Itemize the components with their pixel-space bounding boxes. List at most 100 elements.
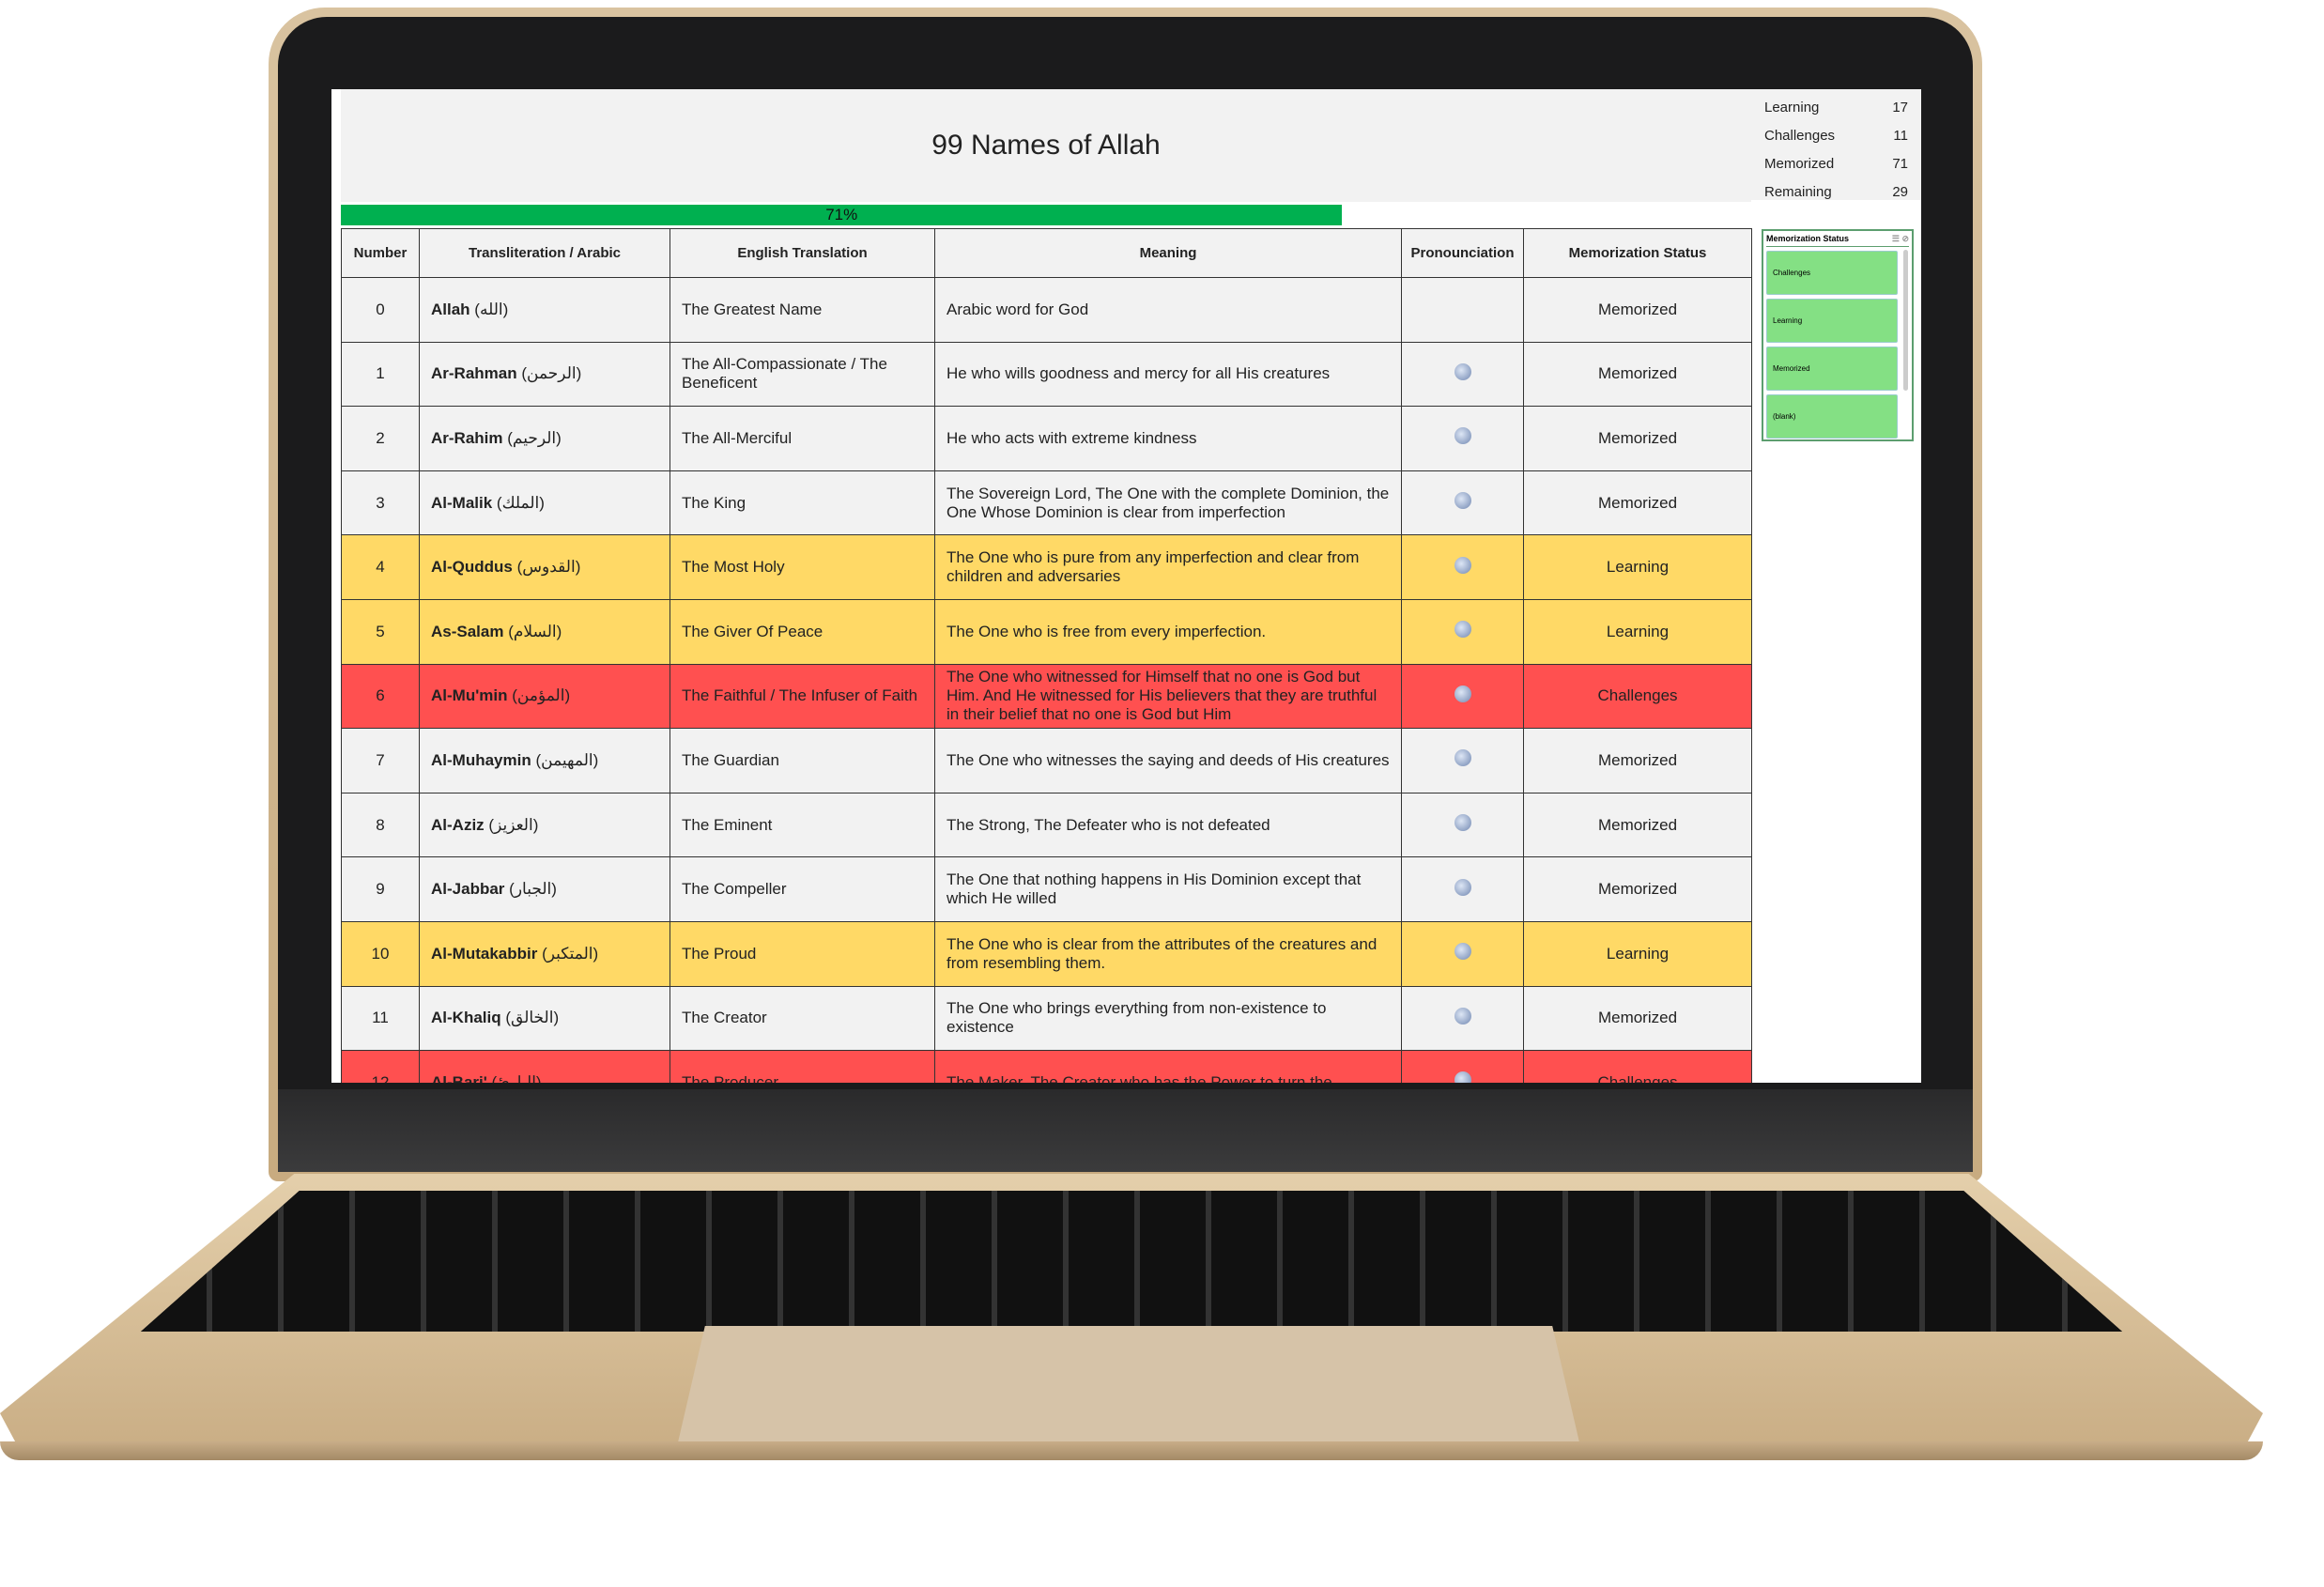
cell-pronounciation[interactable] <box>1401 856 1524 922</box>
cell-english[interactable]: The Greatest Name <box>669 277 935 343</box>
cell-english[interactable]: The Proud <box>669 920 935 987</box>
cell-number[interactable]: 9 <box>341 856 420 922</box>
cell-status[interactable]: Memorized <box>1523 792 1752 858</box>
cell-number[interactable]: 2 <box>341 406 420 471</box>
cell-pronounciation[interactable] <box>1401 728 1524 794</box>
cell-transliteration[interactable]: Al-Bari' (البارئ) <box>419 1050 670 1083</box>
cell-english[interactable]: The Faithful / The Infuser of Faith <box>669 663 935 730</box>
multiselect-and-clear-filter-icons[interactable]: ☰ ⊘ <box>1891 234 1909 243</box>
cell-english[interactable]: The Giver Of Peace <box>669 598 935 665</box>
cell-pronounciation[interactable] <box>1401 406 1524 471</box>
cell-meaning[interactable]: The One who is clear from the attributes… <box>934 920 1402 987</box>
cell-meaning[interactable]: The One who witnesses the saying and dee… <box>934 728 1402 794</box>
cell-transliteration[interactable]: Ar-Rahim (الرحيم) <box>419 406 670 471</box>
cell-number[interactable]: 10 <box>341 920 420 987</box>
cell-meaning[interactable]: The One who is pure from any imperfectio… <box>934 534 1402 600</box>
cell-pronounciation[interactable] <box>1401 663 1524 730</box>
cell-status[interactable]: Learning <box>1523 534 1752 600</box>
slicer-item-learning[interactable]: Learning <box>1766 299 1898 343</box>
cell-transliteration[interactable]: Al-Mutakabbir (المتكبر) <box>419 920 670 987</box>
slicer-item-challenges[interactable]: Challenges <box>1766 251 1898 295</box>
cell-transliteration[interactable]: Al-Muhaymin (المهيمن) <box>419 728 670 794</box>
cell-meaning[interactable]: He who acts with extreme kindness <box>934 406 1402 471</box>
cell-english[interactable]: The All-Compassionate / The Beneficent <box>669 341 935 408</box>
speaker-icon[interactable] <box>1454 685 1471 702</box>
speaker-icon[interactable] <box>1454 427 1471 445</box>
cell-number[interactable]: 5 <box>341 598 420 665</box>
col-transliteration[interactable]: Transliteration / Arabic <box>419 228 670 278</box>
cell-meaning[interactable]: The Maker, The Creator who has the Power… <box>934 1050 1402 1083</box>
cell-meaning[interactable]: The One who is free from every imperfect… <box>934 598 1402 665</box>
cell-pronounciation[interactable] <box>1401 470 1524 536</box>
cell-status[interactable]: Memorized <box>1523 341 1752 408</box>
cell-pronounciation[interactable] <box>1401 341 1524 408</box>
cell-english[interactable]: The All-Merciful <box>669 406 935 471</box>
cell-english[interactable]: The Producer <box>669 1050 935 1083</box>
cell-transliteration[interactable]: Al-Khaliq (الخالق) <box>419 985 670 1052</box>
cell-number[interactable]: 8 <box>341 792 420 858</box>
cell-english[interactable]: The Creator <box>669 985 935 1052</box>
cell-transliteration[interactable]: Al-Quddus (القدوس) <box>419 534 670 600</box>
cell-number[interactable]: 1 <box>341 341 420 408</box>
cell-status[interactable]: Memorized <box>1523 856 1752 922</box>
cell-status[interactable]: Challenges <box>1523 1050 1752 1083</box>
speaker-icon[interactable] <box>1454 943 1471 961</box>
cell-number[interactable]: 4 <box>341 534 420 600</box>
cell-status[interactable]: Memorized <box>1523 406 1752 471</box>
cell-english[interactable]: The King <box>669 470 935 536</box>
cell-meaning[interactable]: The One that nothing happens in His Domi… <box>934 856 1402 922</box>
cell-meaning[interactable]: The Sovereign Lord, The One with the com… <box>934 470 1402 536</box>
cell-pronounciation[interactable] <box>1401 792 1524 858</box>
cell-number[interactable]: 0 <box>341 277 420 343</box>
cell-pronounciation[interactable] <box>1401 1050 1524 1083</box>
cell-status[interactable]: Memorized <box>1523 985 1752 1052</box>
cell-pronounciation[interactable] <box>1401 598 1524 665</box>
cell-number[interactable]: 12 <box>341 1050 420 1083</box>
cell-meaning[interactable]: Arabic word for God <box>934 277 1402 343</box>
cell-meaning[interactable]: The One who witnessed for Himself that n… <box>934 663 1402 730</box>
cell-transliteration[interactable]: As-Salam (السلام) <box>419 598 670 665</box>
speaker-icon[interactable] <box>1454 878 1471 896</box>
cell-status[interactable]: Learning <box>1523 920 1752 987</box>
speaker-icon[interactable] <box>1454 1007 1471 1025</box>
cell-transliteration[interactable]: Al-Aziz (العزيز) <box>419 792 670 858</box>
cell-transliteration[interactable]: Allah (الله) <box>419 277 670 343</box>
cell-meaning[interactable]: He who wills goodness and mercy for all … <box>934 341 1402 408</box>
cell-pronounciation[interactable] <box>1401 534 1524 600</box>
cell-number[interactable]: 11 <box>341 985 420 1052</box>
col-number[interactable]: Number <box>341 228 420 278</box>
cell-english[interactable]: The Compeller <box>669 856 935 922</box>
speaker-icon[interactable] <box>1454 556 1471 574</box>
cell-number[interactable]: 3 <box>341 470 420 536</box>
speaker-icon[interactable] <box>1454 492 1471 510</box>
cell-transliteration[interactable]: Al-Jabbar (الجبار) <box>419 856 670 922</box>
cell-status[interactable]: Memorized <box>1523 277 1752 343</box>
slicer-item-memorized[interactable]: Memorized <box>1766 347 1898 391</box>
speaker-icon[interactable] <box>1454 1071 1471 1083</box>
col-status[interactable]: Memorization Status <box>1523 228 1752 278</box>
cell-pronounciation[interactable] <box>1401 277 1524 343</box>
cell-number[interactable]: 7 <box>341 728 420 794</box>
cell-transliteration[interactable]: Al-Mu'min (المؤمن) <box>419 663 670 730</box>
slicer-scrollbar[interactable] <box>1903 250 1908 391</box>
cell-status[interactable]: Learning <box>1523 598 1752 665</box>
col-english[interactable]: English Translation <box>669 228 935 278</box>
cell-meaning[interactable]: The One who brings everything from non-e… <box>934 985 1402 1052</box>
col-meaning[interactable]: Meaning <box>934 228 1402 278</box>
cell-meaning[interactable]: The Strong, The Defeater who is not defe… <box>934 792 1402 858</box>
speaker-icon[interactable] <box>1454 362 1471 380</box>
speaker-icon[interactable] <box>1454 749 1471 767</box>
col-pronounciation[interactable]: Pronounciation <box>1401 228 1524 278</box>
cell-english[interactable]: The Eminent <box>669 792 935 858</box>
cell-transliteration[interactable]: Al-Malik (الملك) <box>419 470 670 536</box>
cell-status[interactable]: Challenges <box>1523 663 1752 730</box>
slicer-item-blank[interactable]: (blank) <box>1766 394 1898 439</box>
cell-status[interactable]: Memorized <box>1523 470 1752 536</box>
cell-status[interactable]: Memorized <box>1523 728 1752 794</box>
cell-pronounciation[interactable] <box>1401 985 1524 1052</box>
speaker-icon[interactable] <box>1454 621 1471 639</box>
cell-english[interactable]: The Most Holy <box>669 534 935 600</box>
speaker-icon[interactable] <box>1454 814 1471 832</box>
cell-transliteration[interactable]: Ar-Rahman (الرحمن) <box>419 341 670 408</box>
cell-number[interactable]: 6 <box>341 663 420 730</box>
